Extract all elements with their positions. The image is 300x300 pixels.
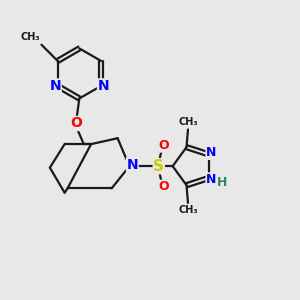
Text: CH₃: CH₃ [20, 32, 40, 42]
Text: N: N [206, 146, 216, 160]
Text: O: O [70, 116, 82, 130]
Text: N: N [50, 79, 61, 93]
Text: O: O [158, 180, 169, 193]
Text: H: H [217, 176, 227, 189]
Text: N: N [206, 173, 216, 186]
Text: N: N [98, 79, 109, 93]
Text: S: S [153, 159, 164, 174]
Text: CH₃: CH₃ [178, 205, 198, 215]
Text: O: O [158, 139, 169, 152]
Text: N: N [127, 158, 138, 172]
Text: CH₃: CH₃ [178, 117, 198, 127]
